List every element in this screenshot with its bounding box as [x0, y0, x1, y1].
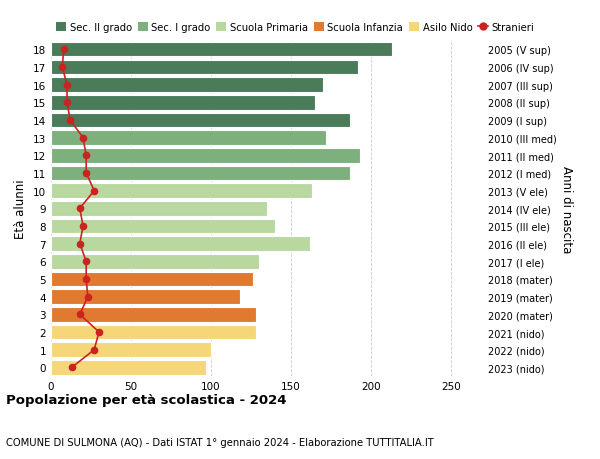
Legend: Sec. II grado, Sec. I grado, Scuola Primaria, Scuola Infanzia, Asilo Nido, Stran: Sec. II grado, Sec. I grado, Scuola Prim…: [56, 23, 535, 33]
Bar: [51, 237, 310, 252]
Bar: [51, 325, 256, 340]
Y-axis label: Anni di nascita: Anni di nascita: [560, 165, 573, 252]
Bar: [51, 131, 326, 146]
Text: Popolazione per età scolastica - 2024: Popolazione per età scolastica - 2024: [6, 393, 287, 406]
Bar: [51, 43, 392, 57]
Bar: [51, 184, 312, 198]
Bar: [51, 255, 259, 269]
Bar: [51, 290, 240, 304]
Bar: [51, 360, 206, 375]
Bar: [51, 78, 323, 93]
Bar: [51, 96, 315, 110]
Bar: [51, 113, 350, 128]
Text: COMUNE DI SULMONA (AQ) - Dati ISTAT 1° gennaio 2024 - Elaborazione TUTTITALIA.IT: COMUNE DI SULMONA (AQ) - Dati ISTAT 1° g…: [6, 437, 434, 448]
Bar: [51, 272, 253, 286]
Y-axis label: Età alunni: Età alunni: [14, 179, 28, 239]
Bar: [51, 219, 275, 234]
Bar: [51, 149, 360, 163]
Bar: [51, 308, 256, 322]
Bar: [51, 166, 350, 181]
Bar: [51, 343, 211, 357]
Bar: [51, 61, 358, 75]
Bar: [51, 202, 267, 216]
